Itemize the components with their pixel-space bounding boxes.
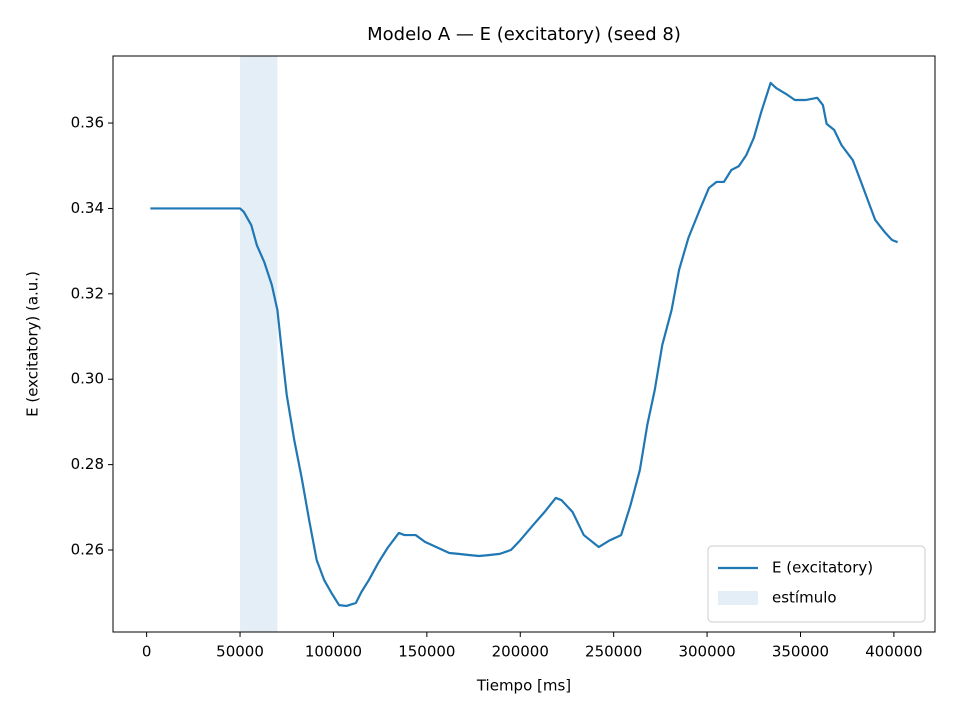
x-tick-label: 350000	[772, 643, 829, 661]
x-axis-label: Tiempo [ms]	[476, 677, 571, 695]
y-tick-label: 0.30	[71, 370, 104, 388]
y-tick-label: 0.26	[71, 541, 104, 559]
legend-box	[707, 545, 926, 623]
y-tick-label: 0.28	[71, 455, 104, 473]
legend-label: E (excitatory)	[772, 559, 873, 577]
x-tick-label: 250000	[585, 643, 642, 661]
data-line	[150, 81, 899, 608]
x-tick-label: 100000	[305, 643, 362, 661]
stimulus-span	[240, 56, 278, 632]
y-tick-label: 0.36	[71, 114, 104, 132]
x-tick-label: 400000	[865, 643, 922, 661]
chart-title: Modelo A — E (excitatory) (seed 8)	[367, 24, 681, 45]
y-tick-label: 0.34	[71, 199, 104, 217]
legend-swatch	[718, 591, 758, 605]
plot-frame	[112, 55, 936, 633]
x-tick-label: 0	[142, 643, 152, 661]
x-tick-label: 50000	[216, 643, 264, 661]
x-tick-label: 150000	[398, 643, 455, 661]
y-axis-label: E (excitatory) (a.u.)	[24, 271, 42, 417]
legend-label: estímulo	[772, 589, 837, 607]
x-tick-label: 300000	[678, 643, 735, 661]
x-tick-label: 200000	[492, 643, 549, 661]
y-tick-label: 0.32	[71, 284, 104, 302]
